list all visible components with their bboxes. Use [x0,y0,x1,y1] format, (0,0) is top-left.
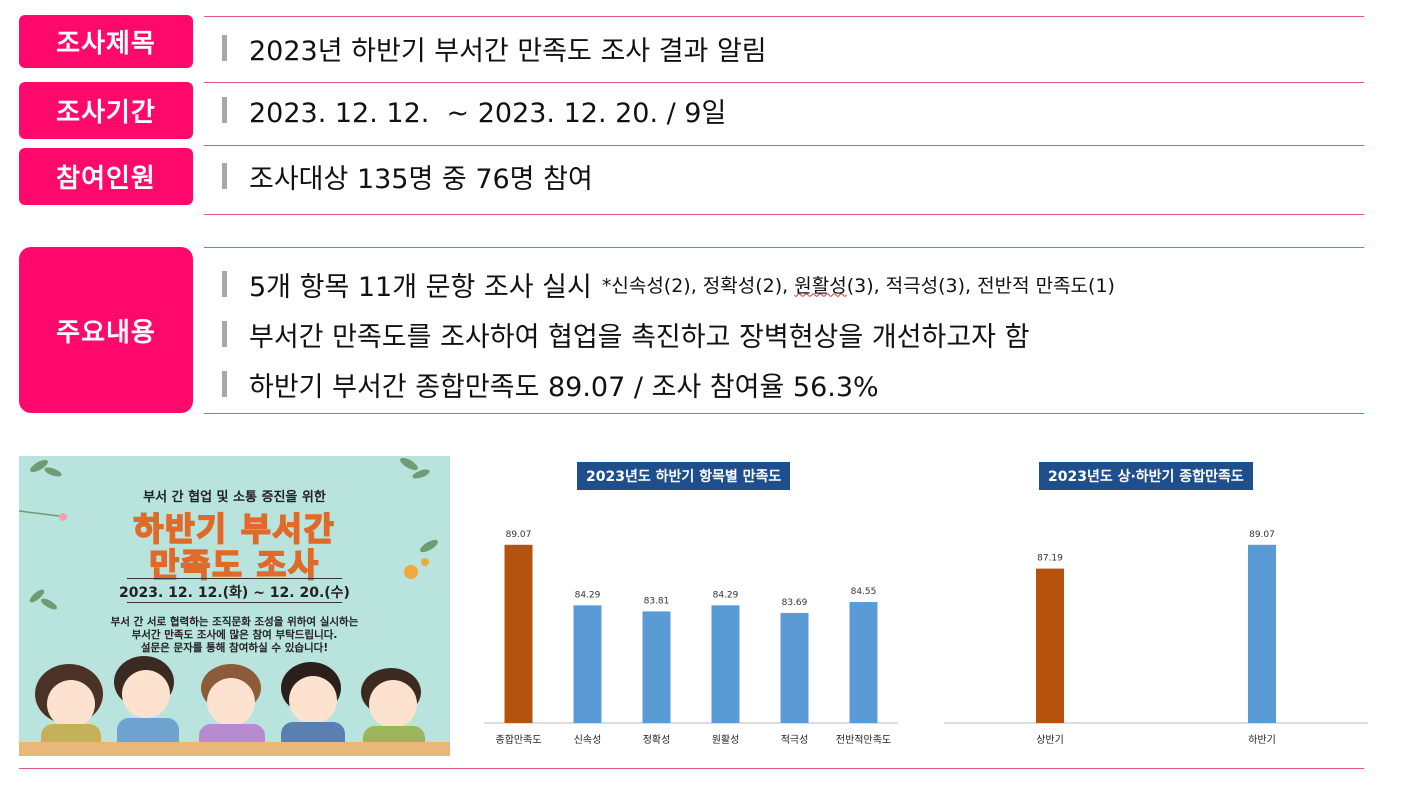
divider [204,214,1364,215]
chart-1-title: 2023년도 하반기 항목별 만족도 [577,462,791,490]
data-label: 89.07 [1249,530,1275,540]
chart-half-year-satisfaction: 87.19 상반기 89.07 하반기 [944,530,1368,746]
divider [204,247,1364,248]
label-survey-title: 조사제목 [19,15,193,68]
data-label: 87.19 [1037,554,1063,564]
main-line-2: 부서간 만족도를 조사하여 협업을 촉진하고 장벽현상을 개선하고자 함 [222,312,1029,356]
data-label: 84.55 [851,587,877,597]
main-line-1-note: *신속성(2), 정확성(2), 원활성(3), 적극성(3), 전반적 만족도… [602,271,1115,298]
chart-items-satisfaction: 89.07 종합만족도 84.29 신속성 83.81 정확성 84.29 원활성 83.69 적… [484,530,898,746]
divider [204,82,1364,83]
participants-row: 조사대상 135명 중 76명 참여 [222,156,593,196]
bullet-bar-icon [222,371,227,397]
bar-신속성 [573,605,602,723]
category-label: 신속성 [574,734,602,746]
main-line-1: 5개 항목 11개 문항 조사 실시 *신속성(2), 정확성(2), 원활성(… [222,262,1115,306]
bullet-bar-icon [222,35,227,61]
bullet-bar-icon [222,97,227,123]
category-label: 적극성 [781,734,809,746]
bar-적극성 [780,612,809,723]
bar-원활성 [711,605,740,723]
label-participants: 참여인원 [19,148,193,205]
label-survey-period: 조사기간 [19,82,193,139]
bar-하반기 [1248,544,1276,723]
divider [19,768,1364,769]
category-label: 종합만족도 [496,734,542,746]
survey-title-text: 2023년 하반기 부서간 만족도 조사 결과 알림 [249,35,767,67]
poster-title-line-1: 하반기 부서간 [133,509,336,549]
category-label: 정확성 [643,734,671,746]
poster-body-line-2: 부서간 만족도 조사에 많은 참여 부탁드립니다. [131,629,338,641]
poster-ground [19,742,450,756]
poster-date-rule [127,602,342,603]
poster-subtitle: 부서 간 협업 및 소통 증진을 위한 [143,490,326,505]
bar-정확성 [642,611,671,723]
note-part-b: 원활성 [794,274,847,297]
survey-title-row: 2023년 하반기 부서간 만족도 조사 결과 알림 [222,28,767,68]
main-line-1-text: 5개 항목 11개 문항 조사 실시 [249,271,592,303]
poster-date-rule [127,578,342,579]
main-line-3: 하반기 부서간 종합만족도 89.07 / 조사 참여율 56.3% [222,362,879,406]
poster-body-line-1: 부서 간 서로 협력하는 조직문화 조성을 위하여 실시하는 [110,616,359,628]
chart-2-title: 2023년도 상·하반기 종합만족도 [1039,462,1253,490]
main-line-3-text: 하반기 부서간 종합만족도 89.07 / 조사 참여율 56.3% [249,371,879,403]
survey-poster: 부서 간 협업 및 소통 증진을 위한 하반기 부서간 만족도 조사 2023.… [19,456,450,756]
main-line-2-text: 부서간 만족도를 조사하여 협업을 촉진하고 장벽현상을 개선하고자 함 [249,321,1030,353]
category-label: 하반기 [1248,733,1276,746]
note-part-a: *신속성(2), 정확성(2), [601,274,795,297]
data-label: 84.29 [713,590,739,600]
poster-body: 부서 간 서로 협력하는 조직문화 조성을 위하여 실시하는 부서간 만족도 조… [19,616,450,655]
bar-종합만족도 [504,544,533,723]
participants-text: 조사대상 135명 중 76명 참여 [249,163,593,195]
label-main-content: 주요내용 [19,247,193,413]
note-part-c: (3), 적극성(3), 전반적 만족도(1) [846,274,1115,297]
divider [204,145,1364,146]
bar-전반적만족도 [849,602,878,723]
bullet-bar-icon [222,163,227,189]
data-label: 83.81 [644,596,670,606]
divider [204,413,1364,414]
bullet-bar-icon [222,321,227,347]
survey-period-row: 2023. 12. 12. ~ 2023. 12. 20. / 9일 [222,90,726,130]
bullet-bar-icon [222,271,227,297]
data-label: 89.07 [506,530,532,540]
poster-date: 2023. 12. 12.(화) ~ 12. 20.(수) [119,585,350,601]
category-label: 원활성 [712,733,740,746]
poster-body-line-3: 설문은 문자를 통해 참여하실 수 있습니다! [140,642,329,654]
data-label: 83.69 [782,598,808,608]
survey-period-text: 2023. 12. 12. ~ 2023. 12. 20. / 9일 [249,97,727,129]
divider [204,16,1364,17]
data-label: 84.29 [575,590,601,600]
bar-상반기 [1036,568,1064,723]
category-label: 상반기 [1036,734,1064,746]
category-label: 전반적만족도 [836,734,891,746]
poster-title-line-2: 만족도 조사 [148,545,320,585]
